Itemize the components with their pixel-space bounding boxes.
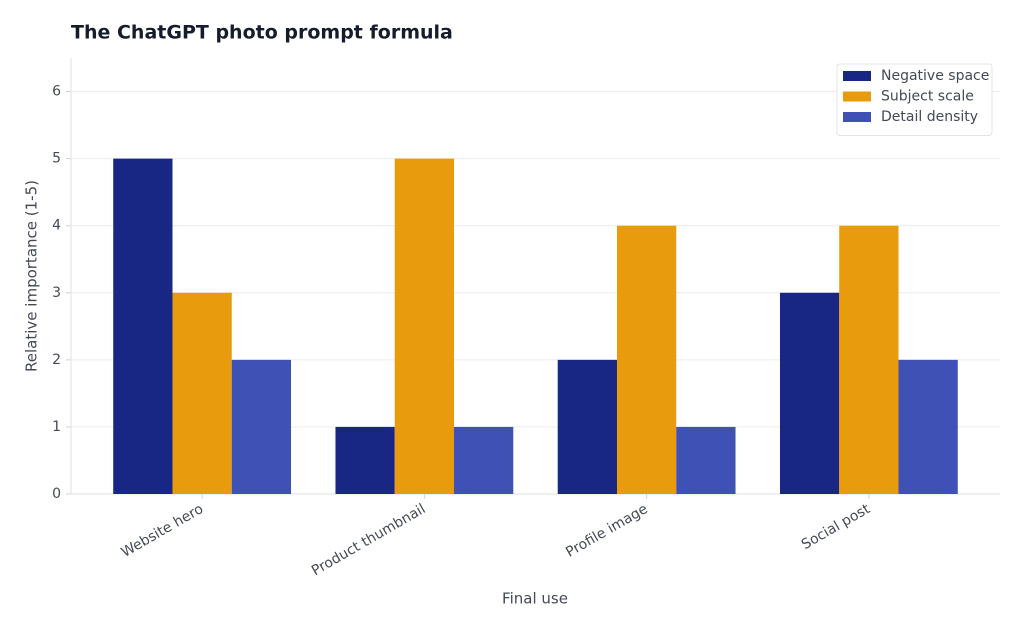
x-tick-label: Profile image <box>563 501 650 561</box>
legend-label: Subject scale <box>881 89 974 105</box>
bar <box>335 426 395 494</box>
y-tick-label: 3 <box>52 285 61 301</box>
bar <box>898 359 958 494</box>
legend-box <box>836 63 993 136</box>
y-tick-label: 5 <box>52 151 61 167</box>
bar <box>113 158 173 494</box>
bar <box>676 426 736 494</box>
bar <box>231 359 292 494</box>
legend-swatch <box>843 71 871 81</box>
chart-title: The ChatGPT photo prompt formula <box>71 22 453 44</box>
y-tick-label: 4 <box>52 218 61 234</box>
bar <box>454 426 514 494</box>
x-tick-label: Social post <box>799 501 873 553</box>
x-axis-label: Final use <box>502 590 568 608</box>
legend-swatch <box>843 91 871 102</box>
legend-label: Detail density <box>881 109 978 125</box>
y-axis-label: Relative importance (1-5) <box>23 180 41 372</box>
bar <box>616 225 677 494</box>
bar <box>839 225 899 494</box>
bar <box>394 158 455 494</box>
bar <box>779 292 840 494</box>
bar <box>172 292 232 494</box>
y-tick-label: 0 <box>52 486 61 502</box>
bar <box>557 359 617 494</box>
y-tick-label: 6 <box>52 84 61 100</box>
legend-label: Negative space <box>881 68 989 84</box>
x-tick-label: Website hero <box>119 501 206 561</box>
y-tick-label: 2 <box>52 352 61 368</box>
y-tick-label: 1 <box>52 419 61 435</box>
x-tick-label: Product thumbnail <box>309 501 428 579</box>
legend-swatch <box>843 112 871 122</box>
